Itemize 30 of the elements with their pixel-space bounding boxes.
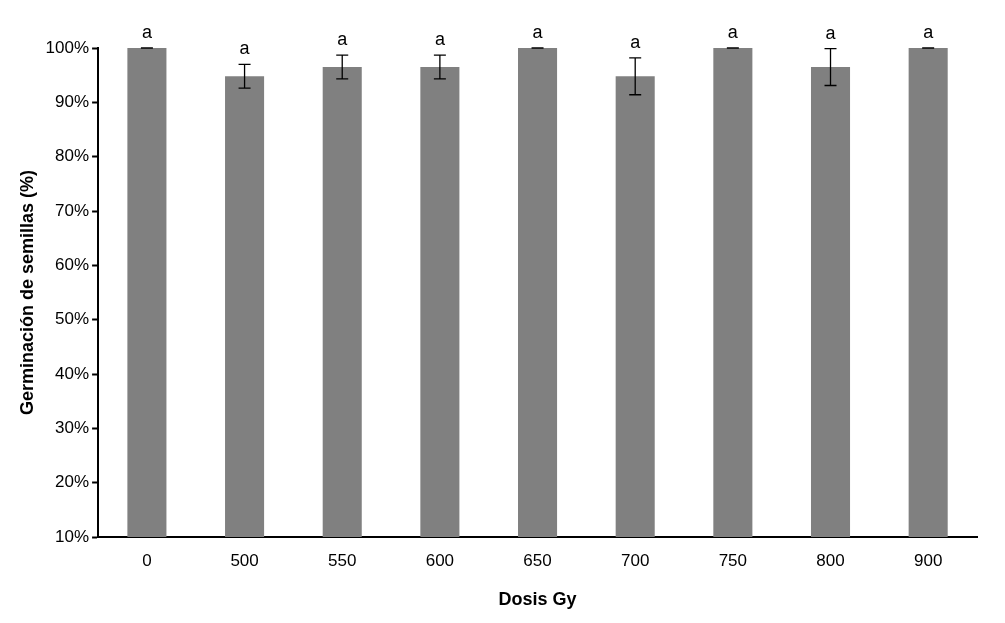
x-tick-label: 500 [230, 550, 259, 570]
x-tick-label: 900 [913, 550, 943, 570]
annotation: a [239, 38, 251, 59]
x-tick-label: 550 [328, 550, 357, 570]
annotation: a [923, 21, 935, 42]
y-tick-label: 100% [45, 37, 90, 57]
x-tick-label: 800 [816, 550, 845, 570]
annotation: a [141, 21, 153, 42]
y-axis-title: Germinación de semillas (%) [16, 169, 37, 416]
y-tick-label: 50% [55, 309, 90, 329]
y-tick-label: 10% [55, 526, 90, 546]
y-tick-label: 70% [55, 200, 90, 220]
y-tick-label: 90% [55, 92, 90, 112]
annotation: a [630, 31, 642, 52]
annotation: a [532, 21, 544, 42]
y-tick-label: 30% [55, 418, 90, 438]
annotation: a [434, 29, 446, 50]
x-tick-label: 0 [142, 550, 152, 570]
y-tick-label: 40% [55, 363, 90, 383]
x-tick-label: 650 [523, 550, 552, 570]
y-tick-label: 80% [55, 146, 90, 166]
annotation: a [825, 22, 837, 43]
annotation: a [727, 21, 739, 42]
x-axis-title: Dosis Gy [498, 589, 577, 610]
x-tick-label: 750 [718, 550, 748, 570]
annotation: a [337, 29, 349, 50]
x-tick-label: 600 [425, 550, 455, 570]
y-tick-label: 60% [55, 255, 90, 275]
x-tick-label: 700 [621, 550, 650, 570]
y-tick-label: 20% [55, 472, 90, 492]
